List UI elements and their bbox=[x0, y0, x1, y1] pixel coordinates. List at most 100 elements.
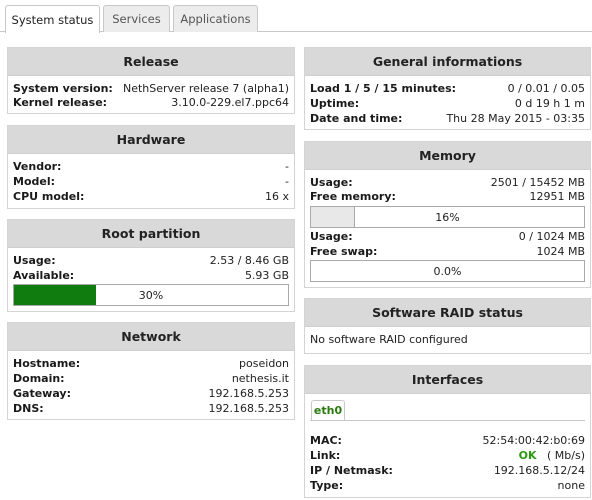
root-usage-row: Usage: 2.53 / 8.46 GB bbox=[13, 253, 289, 268]
row-value: Thu 28 May 2015 - 03:35 bbox=[446, 112, 585, 125]
row-value: OK ( Mb/s) bbox=[519, 449, 585, 462]
row-label: Uptime: bbox=[310, 97, 360, 110]
row-value: 5.93 GB bbox=[244, 269, 289, 282]
progress-label: 0.0% bbox=[433, 264, 462, 278]
domain-row: Domain: nethesis.it bbox=[13, 371, 289, 386]
row-value: 0 d 19 h 1 m bbox=[514, 97, 585, 110]
row-label: Kernel release: bbox=[13, 96, 108, 109]
row-label: Usage: bbox=[310, 230, 353, 243]
system-version-row: System version: NethServer release 7 (al… bbox=[13, 81, 289, 96]
memory-panel: Memory Usage: 2501 / 15452 MB Free memor… bbox=[304, 141, 591, 288]
row-label: Free swap: bbox=[310, 245, 378, 258]
mac-row: MAC: 52:54:00:42:b0:69 bbox=[310, 433, 585, 448]
hostname-row: Hostname: poseidon bbox=[13, 356, 289, 371]
row-label: DNS: bbox=[13, 402, 44, 415]
date-time-row: Date and time: Thu 28 May 2015 - 03:35 bbox=[310, 111, 585, 126]
uptime-row: Uptime: 0 d 19 h 1 m bbox=[310, 96, 585, 111]
row-value: - bbox=[285, 175, 289, 188]
network-title: Network bbox=[8, 323, 294, 351]
release-title: Release bbox=[8, 48, 294, 76]
link-row: Link: OK ( Mb/s) bbox=[310, 448, 585, 463]
free-memory-row: Free memory: 12951 MB bbox=[310, 189, 585, 204]
row-value: NethServer release 7 (alpha1) bbox=[122, 82, 289, 95]
row-label: Usage: bbox=[13, 254, 56, 267]
kernel-release-row: Kernel release: 3.10.0-229.el7.ppc64 bbox=[13, 95, 289, 110]
row-label: CPU model: bbox=[13, 190, 85, 203]
model-row: Model: - bbox=[13, 174, 289, 189]
root-usage-progress-bar: 30% bbox=[13, 284, 289, 306]
row-label: IP / Netmask: bbox=[310, 464, 393, 477]
root-partition-title: Root partition bbox=[8, 220, 294, 248]
root-available-row: Available: 5.93 GB bbox=[13, 268, 289, 283]
network-panel: Network Hostname: poseidon Domain: nethe… bbox=[7, 322, 295, 420]
tab-bar: System status Services Applications bbox=[0, 0, 592, 33]
tab-services[interactable]: Services bbox=[103, 5, 170, 32]
row-value: 2501 / 15452 MB bbox=[490, 176, 585, 189]
interfaces-panel: Interfaces eth0 MAC: 52:54:00:42:b0:69 L… bbox=[304, 365, 591, 498]
type-row: Type: none bbox=[310, 478, 585, 493]
interfaces-title: Interfaces bbox=[305, 366, 590, 394]
row-value: 3.10.0-229.el7.ppc64 bbox=[171, 96, 289, 109]
row-label: Link: bbox=[310, 449, 341, 462]
progress-label: 30% bbox=[138, 288, 164, 302]
row-label: Load 1 / 5 / 15 minutes: bbox=[310, 82, 457, 95]
load-row: Load 1 / 5 / 15 minutes: 0 / 0.01 / 0.05 bbox=[310, 81, 585, 96]
row-label: Gateway: bbox=[13, 387, 71, 400]
swap-usage-row: Usage: 0 / 1024 MB bbox=[310, 229, 585, 244]
dns-row: DNS: 192.168.5.253 bbox=[13, 401, 289, 416]
release-panel: Release System version: NethServer relea… bbox=[7, 47, 295, 114]
free-swap-row: Free swap: 1024 MB bbox=[310, 244, 585, 259]
tab-system-status[interactable]: System status bbox=[5, 5, 100, 33]
row-value: 16 x bbox=[264, 190, 289, 203]
raid-panel: Software RAID status No software RAID co… bbox=[304, 298, 591, 354]
row-value: 52:54:00:42:b0:69 bbox=[482, 434, 586, 447]
row-label: System version: bbox=[13, 82, 113, 95]
row-value: 192.168.5.12/24 bbox=[493, 464, 585, 477]
vendor-row: Vendor: - bbox=[13, 159, 289, 174]
row-value: - bbox=[285, 160, 289, 173]
raid-title: Software RAID status bbox=[305, 299, 590, 327]
tab-label: eth0 bbox=[313, 404, 343, 417]
hardware-panel: Hardware Vendor: - Model: - CPU model: 1… bbox=[7, 125, 295, 209]
progress-label: 16% bbox=[435, 210, 460, 224]
row-label: Usage: bbox=[310, 176, 353, 189]
row-label: Type: bbox=[310, 479, 344, 492]
row-value: none bbox=[557, 479, 585, 492]
row-label: Domain: bbox=[13, 372, 65, 385]
row-value: 192.168.5.253 bbox=[208, 402, 289, 415]
gateway-row: Gateway: 192.168.5.253 bbox=[13, 386, 289, 401]
link-speed: ( Mb/s) bbox=[547, 449, 585, 462]
row-value: 2.53 / 8.46 GB bbox=[209, 254, 289, 267]
memory-usage-row: Usage: 2501 / 15452 MB bbox=[310, 175, 585, 190]
link-status: OK bbox=[518, 449, 537, 462]
memory-title: Memory bbox=[305, 142, 590, 170]
row-value: 192.168.5.253 bbox=[208, 387, 289, 400]
row-value: 1024 MB bbox=[536, 245, 585, 258]
row-label: MAC: bbox=[310, 434, 342, 447]
memory-usage-progress-bar: 16% bbox=[310, 206, 585, 228]
row-label: Free memory: bbox=[310, 190, 396, 203]
progress-fill bbox=[14, 285, 97, 305]
row-value: 0 / 1024 MB bbox=[518, 230, 585, 243]
tab-eth0[interactable]: eth0 bbox=[311, 400, 345, 420]
swap-usage-progress-bar: 0.0% bbox=[310, 260, 585, 282]
tab-label: Applications bbox=[180, 12, 251, 26]
ip-netmask-row: IP / Netmask: 192.168.5.12/24 bbox=[310, 463, 585, 478]
row-label: Available: bbox=[13, 269, 75, 282]
row-value: 12951 MB bbox=[529, 190, 585, 203]
hardware-title: Hardware bbox=[8, 126, 294, 154]
tab-label: System status bbox=[11, 12, 94, 27]
tab-label: Services bbox=[112, 12, 161, 26]
row-value: 0 / 0.01 / 0.05 bbox=[507, 82, 585, 95]
progress-fill bbox=[311, 207, 355, 227]
row-value: nethesis.it bbox=[231, 372, 289, 385]
row-label: Date and time: bbox=[310, 112, 403, 125]
general-info-title: General informations bbox=[305, 48, 590, 76]
row-label: Vendor: bbox=[13, 160, 62, 173]
tab-applications[interactable]: Applications bbox=[173, 5, 258, 32]
general-info-panel: General informations Load 1 / 5 / 15 min… bbox=[304, 47, 591, 130]
row-label: Hostname: bbox=[13, 357, 81, 370]
row-value: poseidon bbox=[239, 357, 289, 370]
raid-status-text: No software RAID configured bbox=[310, 333, 468, 346]
root-partition-panel: Root partition Usage: 2.53 / 8.46 GB Ava… bbox=[7, 219, 295, 312]
